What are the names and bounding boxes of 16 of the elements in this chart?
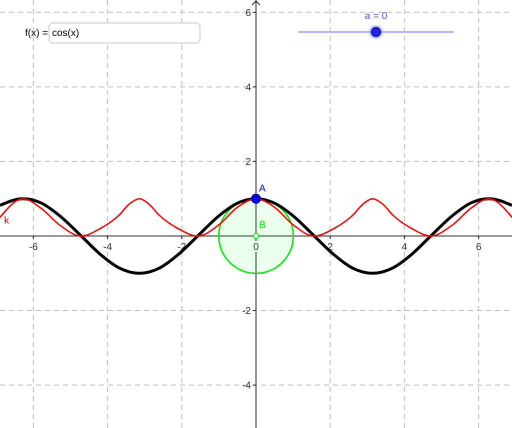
- y-tick-label: -2: [242, 306, 252, 318]
- y-tick-label: -4: [242, 380, 252, 392]
- series-label: A: [259, 184, 266, 195]
- annotation: cos(x): [52, 28, 80, 39]
- x-tick-label: 0: [253, 242, 260, 253]
- y-tick-label: 4: [245, 82, 252, 94]
- annotation: a = 0: [364, 11, 388, 22]
- annotation: f(x) =: [25, 28, 48, 39]
- y-tick-label: 6: [245, 8, 252, 19]
- x-tick-label: -4: [103, 242, 112, 253]
- x-tick-label: 6: [476, 242, 482, 253]
- x-tick-label: 4: [402, 242, 408, 253]
- x-tick-label: -6: [28, 242, 38, 253]
- series-label: k: [4, 215, 10, 226]
- series-label: B: [259, 220, 266, 231]
- y-tick-label: 2: [245, 156, 252, 168]
